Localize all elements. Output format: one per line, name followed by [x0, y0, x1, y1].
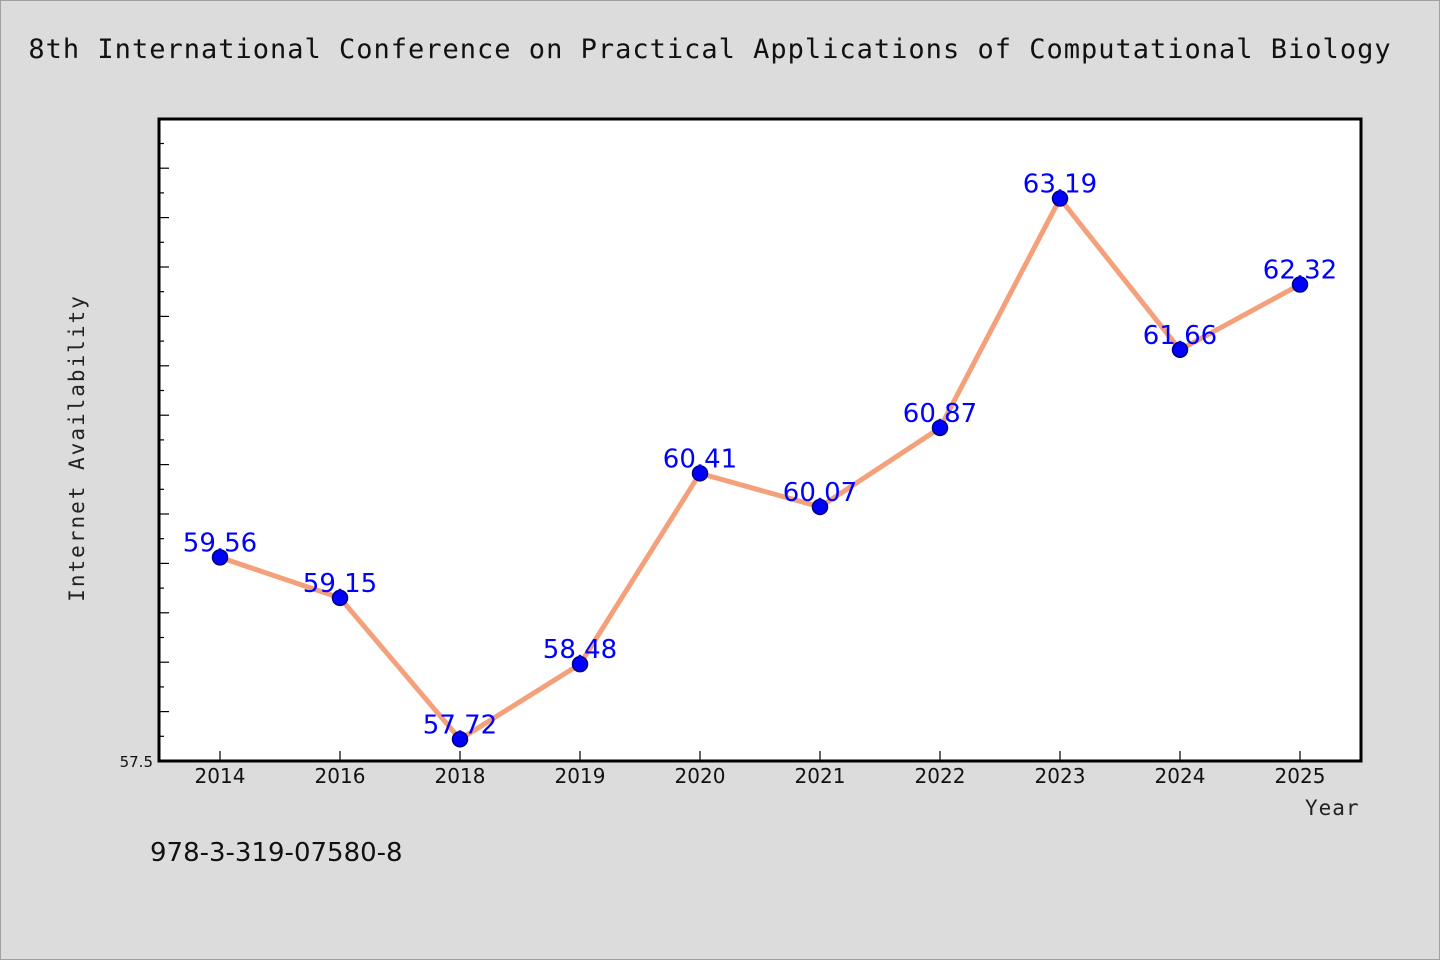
isbn-footnote: 978-3-319-07580-8 — [150, 838, 403, 868]
x-tick-label: 2018 — [435, 764, 486, 788]
y-axis-label: Internet Availability — [65, 294, 89, 602]
data-label: 62.32 — [1263, 256, 1337, 286]
data-label: 59.15 — [303, 569, 377, 599]
x-tick-label: 2025 — [1275, 764, 1326, 788]
data-label: 60.87 — [903, 399, 977, 429]
x-tick-label: 2021 — [795, 764, 846, 788]
data-label: 60.07 — [783, 478, 857, 508]
data-label: 57.72 — [423, 710, 497, 740]
data-label: 59.56 — [183, 528, 257, 558]
x-tick-label: 2016 — [315, 764, 366, 788]
line-chart: 57.5 2014 2016 2018 2019 2020 2021 2022 2023 202… — [0, 0, 1440, 960]
data-label: 58.48 — [543, 635, 617, 665]
x-tick-label: 2020 — [675, 764, 726, 788]
data-label: 63.19 — [1023, 170, 1097, 200]
x-tick-label: 2014 — [195, 764, 246, 788]
x-axis-label: Year — [1305, 796, 1360, 820]
data-label: 60.41 — [663, 444, 737, 474]
x-tick-label: 2022 — [915, 764, 966, 788]
x-tick-label: 2023 — [1035, 764, 1086, 788]
x-tick-label: 2019 — [555, 764, 606, 788]
x-tick-label: 2024 — [1155, 764, 1206, 788]
plot-area — [159, 119, 1361, 761]
y-tick-label: 57.5 — [120, 753, 153, 771]
data-label: 61.66 — [1143, 321, 1217, 351]
